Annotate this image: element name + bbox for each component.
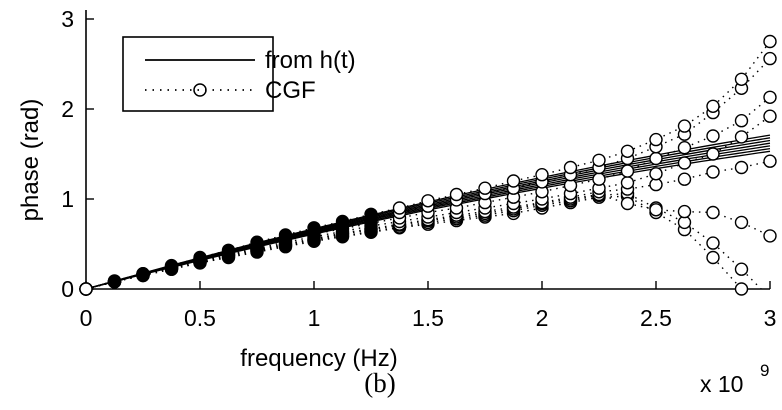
y-tick-label: 3	[61, 6, 74, 32]
cgf-point	[677, 204, 692, 219]
y-axis-label: phase (rad)	[17, 99, 44, 222]
x-axis-label: frequency (Hz)	[240, 345, 397, 372]
cgf-point	[706, 236, 720, 250]
legend-label-cgf: CGF	[265, 77, 316, 104]
cgf-point	[706, 99, 720, 114]
cgf-point	[734, 72, 749, 87]
cgf-point	[221, 243, 236, 258]
x-tick-label: 2.5	[640, 305, 672, 331]
cgf-point	[620, 196, 635, 211]
chart-axes	[85, 10, 771, 290]
y-tick-label: 1	[61, 186, 74, 212]
figure-caption: (b)	[364, 368, 395, 398]
x-tick-label: 0	[80, 305, 93, 331]
x-multiplier-exponent: 9	[760, 361, 769, 380]
cgf-point	[535, 167, 549, 182]
cgf-point	[506, 174, 521, 188]
cgf-point	[706, 129, 720, 143]
cgf-point	[677, 156, 692, 170]
cgf-point	[307, 221, 321, 235]
cgf-point	[563, 160, 578, 175]
x-tick-label: 1.5	[412, 305, 444, 331]
plot-area	[79, 34, 777, 296]
cgf-point	[706, 165, 720, 179]
cgf-point	[763, 34, 777, 49]
cgf-point	[763, 109, 777, 123]
cgf-point	[193, 250, 207, 265]
cgf-point	[278, 228, 293, 242]
cgf-point	[734, 262, 749, 276]
cgf-point	[649, 151, 663, 166]
cgf-point	[734, 130, 749, 144]
x-tick-label: 2	[536, 305, 549, 331]
cgf-point	[649, 132, 663, 147]
x-tick-label: 3	[764, 305, 777, 331]
cgf-point	[734, 113, 749, 128]
cgf-point	[364, 207, 378, 222]
cgf-point	[449, 187, 464, 202]
x-tick-label: 1	[308, 305, 321, 331]
cgf-point	[620, 144, 635, 159]
x-tick-label: 0.5	[184, 305, 216, 331]
cgf-point	[620, 164, 635, 178]
cgf-point	[677, 172, 692, 186]
cgf-point	[677, 119, 692, 133]
cgf-point	[763, 90, 777, 105]
cgf-point	[763, 154, 777, 168]
cgf-point	[392, 201, 407, 215]
y-tick-label: 0	[61, 276, 74, 302]
cgf-point	[763, 51, 777, 66]
legend-label-from-h: from h(t)	[265, 47, 356, 74]
cgf-point	[136, 267, 150, 281]
cgf-point	[421, 194, 435, 208]
cgf-point	[734, 215, 749, 230]
cgf-point	[164, 258, 179, 273]
cgf-point	[706, 250, 720, 265]
cgf-point	[79, 282, 93, 296]
cgf-point	[107, 274, 122, 288]
cgf-point	[250, 235, 264, 249]
x-multiplier-label: x 10	[700, 371, 743, 397]
cgf-point	[706, 147, 720, 161]
legend-box	[122, 36, 274, 112]
cgf-point	[649, 203, 663, 217]
legend: from h(t) CGF	[122, 36, 356, 112]
cgf-point	[734, 282, 749, 296]
cgf-point	[734, 160, 749, 175]
cgf-point	[478, 181, 492, 195]
cgf-point	[649, 167, 663, 181]
cgf-point	[592, 172, 606, 186]
cgf-point	[677, 140, 692, 155]
cgf-point	[706, 205, 720, 220]
cgf-point	[620, 176, 635, 190]
cgf-point	[335, 214, 350, 229]
legend-marker-cgf	[193, 83, 207, 97]
y-tick-label: 2	[61, 96, 74, 122]
cgf-point	[763, 229, 777, 243]
tick-labels: 0 0.5 1 1.5 2 2.5 3 0 1 2 3	[61, 6, 776, 331]
cgf-point	[592, 153, 606, 168]
